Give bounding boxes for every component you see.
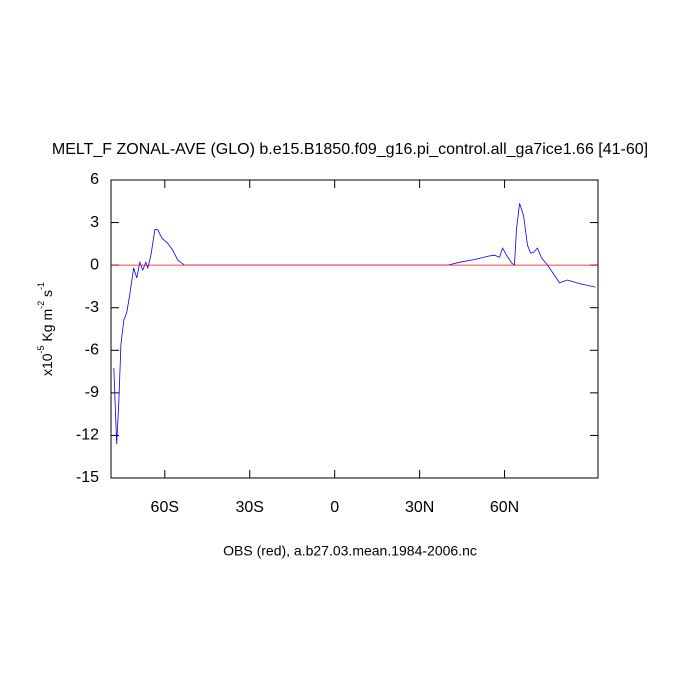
x-tick-label: 60N	[490, 499, 519, 516]
y-label-part: -5	[36, 345, 46, 353]
x-tick-label: 30S	[236, 499, 264, 516]
y-tick-label: -6	[85, 342, 99, 359]
y-label-part: -1	[36, 282, 46, 290]
y-label-part: x10	[39, 353, 55, 376]
x-axis-label: OBS (red), a.b27.03.mean.1984-2006.nc	[223, 543, 477, 559]
y-tick-label: -15	[76, 469, 99, 486]
y-label-part: s	[39, 290, 55, 301]
x-tick-label: 0	[330, 499, 339, 516]
y-label-part: Kg m	[39, 309, 55, 346]
x-tick-label: 30N	[405, 499, 434, 516]
chart-title: MELT_F ZONAL-AVE (GLO) b.e15.B1850.f09_g…	[52, 141, 648, 158]
plot-frame	[110, 179, 599, 479]
data-line	[113, 203, 596, 444]
y-tick-label: 0	[90, 256, 99, 273]
y-tick-label: -3	[85, 299, 99, 316]
y-tick-label: -12	[76, 427, 99, 444]
y-axis-label: x10-5 Kg m-2 s-1	[36, 282, 54, 376]
y-tick-label: 3	[90, 214, 99, 231]
y-label-part: -2	[36, 301, 46, 309]
x-tick-label: 60S	[151, 499, 179, 516]
y-tick-label: 6	[90, 171, 99, 188]
y-tick-label: -9	[85, 384, 99, 401]
